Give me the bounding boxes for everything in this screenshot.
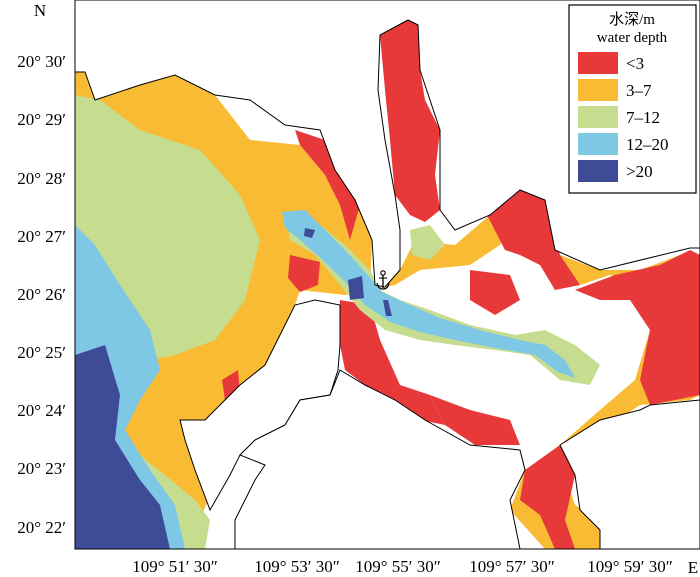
legend-swatch-12-20 <box>578 133 618 155</box>
lat-tick-label: 20° 22′ <box>17 518 66 537</box>
east-label: E <box>688 558 698 577</box>
legend-swatch-lt3 <box>578 52 618 74</box>
depth-zones <box>75 20 700 549</box>
zone-lt3-south-channel <box>520 445 575 549</box>
legend-label: 7–12 <box>626 108 660 127</box>
lat-tick-label: 20° 29′ <box>17 110 66 129</box>
zone-lt3-mid-island <box>288 255 320 292</box>
legend-swatch-3-7 <box>578 79 618 101</box>
zone-lt3-east-centre <box>470 270 520 315</box>
zone-lt3-south-shore <box>338 300 445 425</box>
legend-label: >20 <box>626 162 653 181</box>
land-central-peninsula <box>179 299 341 512</box>
lon-tick-label: 109° 57′ 30″ <box>469 557 555 576</box>
legend-title-en: water depth <box>597 30 668 46</box>
north-label: N <box>34 1 46 20</box>
lat-tick-label: 20° 23′ <box>17 459 66 478</box>
lat-tick-label: 20° 25′ <box>17 343 66 362</box>
lat-tick-label: 20° 26′ <box>17 285 66 304</box>
zone-lt3-south-mid <box>430 395 520 445</box>
zone-gt20-channel-a <box>348 276 364 300</box>
legend-title-cn: 水深/m <box>609 11 655 28</box>
land-northwest <box>74 0 700 288</box>
zone-lt3-east-inlet <box>487 190 580 290</box>
zone-7-12-north-channel <box>410 225 445 260</box>
longitude-axis: 109° 51′ 30″ 109° 53′ 30″ 109° 55′ 30″ 1… <box>132 557 673 576</box>
legend-swatch-7-12 <box>578 106 618 128</box>
lat-tick-label: 20° 27′ <box>17 227 66 246</box>
lon-tick-label: 109° 51′ 30″ <box>132 557 218 576</box>
depth-legend: 水深/m water depth <3 3–7 7–12 12–20 >20 <box>568 4 697 194</box>
anchor-icon <box>376 270 390 290</box>
lon-tick-label: 109° 53′ 30″ <box>254 557 340 576</box>
lat-tick-label: 20° 30′ <box>17 52 66 71</box>
lat-tick-label: 20° 28′ <box>17 169 66 188</box>
zone-gt20-channel-c <box>383 300 392 316</box>
legend-label: 3–7 <box>626 81 652 100</box>
legend-swatch-gt20 <box>578 160 618 182</box>
land-areas <box>74 0 700 550</box>
lon-tick-label: 109° 55′ 30″ <box>355 557 441 576</box>
zone-gt20-channel-b <box>304 228 315 238</box>
zone-12-20-main-channel <box>282 210 575 378</box>
lat-tick-label: 20° 24′ <box>17 401 66 420</box>
latitude-axis: 20° 30′ 20° 29′ 20° 28′ 20° 27′ 20° 26′ … <box>17 52 66 537</box>
zone-gt20-west <box>75 345 170 549</box>
legend-label: 12–20 <box>626 135 669 154</box>
lon-tick-label: 109° 59′ 30″ <box>587 557 673 576</box>
zone-lt3-east-large <box>575 250 700 405</box>
zone-lt3-northeast-river <box>380 20 440 222</box>
zone-lt3-west-fringe <box>295 130 360 240</box>
map-frame-border <box>74 0 700 550</box>
legend-label: <3 <box>626 54 644 73</box>
